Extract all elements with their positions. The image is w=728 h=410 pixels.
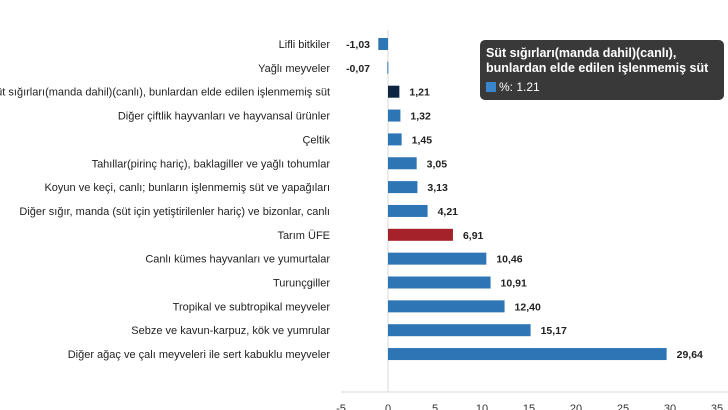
x-tick-label: 35 xyxy=(711,403,723,410)
category-label: Yağlı meyveler xyxy=(258,63,330,75)
tooltip: Süt sığırları(manda dahil)(canlı), bunla… xyxy=(480,40,724,100)
bar xyxy=(388,133,402,146)
tooltip-value: %: 1.21 xyxy=(499,80,540,94)
category-label: Diğer ağaç ve çalı meyveleri ile sert ka… xyxy=(68,349,331,361)
bar xyxy=(388,109,401,122)
bar xyxy=(388,252,487,265)
bar xyxy=(378,38,388,50)
bar xyxy=(388,324,531,337)
tooltip-value-row: %: 1.21 xyxy=(486,80,718,94)
data-label: -1,03 xyxy=(346,39,370,51)
category-label: Tarım ÜFE xyxy=(277,230,330,242)
category-label: Diğer çiftlik hayvanları ve hayvansal ür… xyxy=(118,111,330,123)
data-label: 29,64 xyxy=(677,349,703,361)
bar xyxy=(388,157,417,170)
bar xyxy=(387,61,389,74)
category-label: Turunçgiller xyxy=(273,278,330,290)
data-label: 15,17 xyxy=(541,325,567,337)
data-label: 10,46 xyxy=(496,254,522,266)
data-label: 1,21 xyxy=(409,87,430,99)
category-label: Süt sığırları(manda dahil)(canlı), bunla… xyxy=(0,87,330,99)
data-label: 1,32 xyxy=(410,111,431,123)
category-label: Tropikal ve subtropikal meyveler xyxy=(173,301,331,313)
data-label: 3,13 xyxy=(427,182,448,194)
data-label: 12,40 xyxy=(515,301,541,313)
x-tick-label: 25 xyxy=(617,403,629,410)
category-label: Çeltik xyxy=(302,134,330,146)
category-label: Canlı kümes hayvanları ve yumurtalar xyxy=(145,254,330,266)
bar xyxy=(388,276,491,289)
x-tick-label: 15 xyxy=(523,403,535,410)
x-tick-label: 0 xyxy=(385,403,391,410)
bar xyxy=(388,300,505,313)
data-label: 10,91 xyxy=(501,278,527,290)
category-label: Tahıllar(pirinç hariç), baklagiller ve y… xyxy=(92,158,331,170)
x-tick-label: -5 xyxy=(336,403,346,410)
category-label: Diğer sığır, manda (süt için yetiştirile… xyxy=(19,206,330,218)
data-label: -0,07 xyxy=(346,63,370,75)
tooltip-swatch xyxy=(486,82,496,92)
category-label: Koyun ve keçi, canlı; bunların işlenmemi… xyxy=(44,182,330,194)
category-label: Lifli bitkiler xyxy=(279,39,331,51)
x-tick-label: 20 xyxy=(570,403,582,410)
tooltip-title: Süt sığırları(manda dahil)(canlı), bunla… xyxy=(486,46,709,75)
data-label: 3,05 xyxy=(427,158,448,170)
bar xyxy=(388,204,428,217)
bar xyxy=(388,85,400,98)
data-label: 4,21 xyxy=(438,206,459,218)
x-tick-label: 30 xyxy=(664,403,676,410)
data-label: 6,91 xyxy=(463,230,484,242)
x-tick-label: 5 xyxy=(432,403,438,410)
bar xyxy=(388,348,667,361)
data-label: 1,45 xyxy=(412,134,433,146)
bar xyxy=(388,228,453,241)
bar xyxy=(388,181,418,194)
x-tick-label: 10 xyxy=(476,403,488,410)
category-label: Sebze ve kavun-karpuz, kök ve yumrular xyxy=(131,325,330,337)
